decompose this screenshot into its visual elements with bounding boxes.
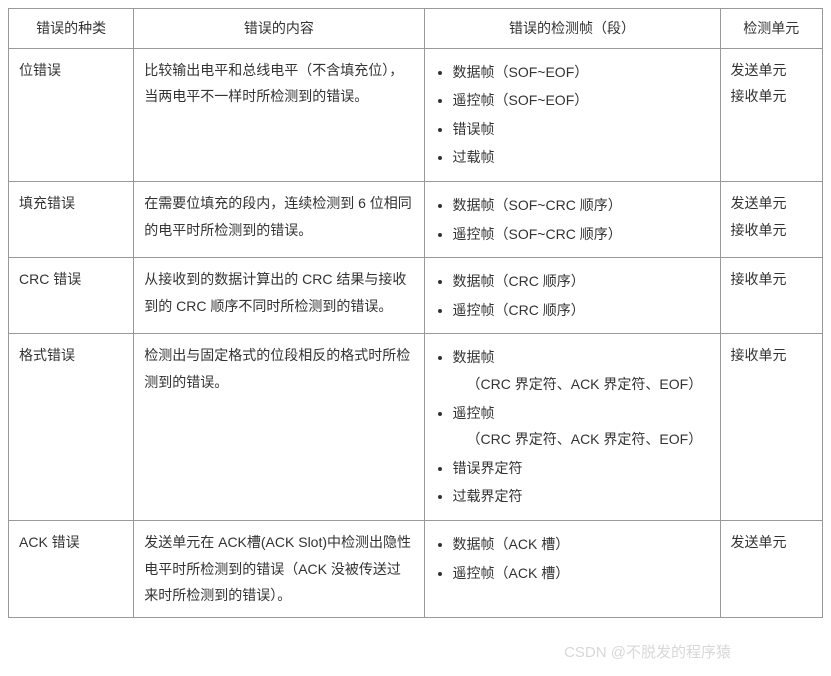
frame-item: 数据帧（SOF~EOF）: [453, 59, 710, 86]
frame-item: 遥控帧（CRC 顺序）: [453, 297, 710, 324]
table-row: CRC 错误从接收到的数据计算出的 CRC 结果与接收到的 CRC 顺序不同时所…: [9, 258, 823, 334]
header-content: 错误的内容: [134, 9, 424, 49]
frame-item: 遥控帧（CRC 界定符、ACK 界定符、EOF）: [453, 400, 710, 453]
frame-item: 数据帧（CRC 界定符、ACK 界定符、EOF）: [453, 344, 710, 397]
table-row: 位错误比较输出电平和总线电平（不含填充位），当两电平不一样时所检测到的错误。数据…: [9, 48, 823, 181]
unit-item: 发送单元: [731, 190, 812, 217]
unit-item: 接收单元: [731, 83, 812, 110]
unit-item: 发送单元: [731, 529, 812, 556]
table-row: 填充错误在需要位填充的段内，连续检测到 6 位相同的电平时所检测到的错误。数据帧…: [9, 181, 823, 257]
frame-item: 错误帧: [453, 116, 710, 143]
header-frame: 错误的检测帧（段）: [424, 9, 720, 49]
cell-frames: 数据帧（ACK 槽）遥控帧（ACK 槽）: [424, 520, 720, 617]
cell-units: 接收单元: [720, 258, 822, 334]
cell-type: CRC 错误: [9, 258, 134, 334]
frame-detail: （CRC 界定符、ACK 界定符、EOF）: [467, 426, 710, 453]
cell-content: 发送单元在 ACK槽(ACK Slot)中检测出隐性电平时所检测到的错误（ACK…: [134, 520, 424, 617]
frame-item: 数据帧（CRC 顺序）: [453, 268, 710, 295]
table-row: ACK 错误发送单元在 ACK槽(ACK Slot)中检测出隐性电平时所检测到的…: [9, 520, 823, 617]
frame-item: 数据帧（SOF~CRC 顺序）: [453, 192, 710, 219]
cell-type: 格式错误: [9, 334, 134, 521]
cell-units: 接收单元: [720, 334, 822, 521]
cell-content: 在需要位填充的段内，连续检测到 6 位相同的电平时所检测到的错误。: [134, 181, 424, 257]
cell-units: 发送单元接收单元: [720, 181, 822, 257]
header-row: 错误的种类 错误的内容 错误的检测帧（段） 检测单元: [9, 9, 823, 49]
cell-content: 检测出与固定格式的位段相反的格式时所检测到的错误。: [134, 334, 424, 521]
cell-type: ACK 错误: [9, 520, 134, 617]
frame-item: 过载帧: [453, 144, 710, 171]
cell-units: 发送单元: [720, 520, 822, 617]
cell-frames: 数据帧（CRC 界定符、ACK 界定符、EOF）遥控帧（CRC 界定符、ACK …: [424, 334, 720, 521]
cell-units: 发送单元接收单元: [720, 48, 822, 181]
cell-frames: 数据帧（CRC 顺序）遥控帧（CRC 顺序）: [424, 258, 720, 334]
error-table: 错误的种类 错误的内容 错误的检测帧（段） 检测单元 位错误比较输出电平和总线电…: [8, 8, 823, 618]
watermark: CSDN @不脱发的程序猿: [564, 641, 731, 662]
cell-content: 从接收到的数据计算出的 CRC 结果与接收到的 CRC 顺序不同时所检测到的错误…: [134, 258, 424, 334]
frame-item: 遥控帧（ACK 槽）: [453, 560, 710, 587]
unit-item: 接收单元: [731, 217, 812, 244]
header-unit: 检测单元: [720, 9, 822, 49]
unit-item: 发送单元: [731, 57, 812, 84]
frame-detail: （CRC 界定符、ACK 界定符、EOF）: [467, 371, 710, 398]
cell-frames: 数据帧（SOF~EOF）遥控帧（SOF~EOF）错误帧过载帧: [424, 48, 720, 181]
cell-frames: 数据帧（SOF~CRC 顺序）遥控帧（SOF~CRC 顺序）: [424, 181, 720, 257]
cell-content: 比较输出电平和总线电平（不含填充位），当两电平不一样时所检测到的错误。: [134, 48, 424, 181]
frame-item: 遥控帧（SOF~EOF）: [453, 87, 710, 114]
table-row: 格式错误检测出与固定格式的位段相反的格式时所检测到的错误。数据帧（CRC 界定符…: [9, 334, 823, 521]
frame-item: 过载界定符: [453, 483, 710, 510]
cell-type: 位错误: [9, 48, 134, 181]
frame-item: 遥控帧（SOF~CRC 顺序）: [453, 221, 710, 248]
cell-type: 填充错误: [9, 181, 134, 257]
header-type: 错误的种类: [9, 9, 134, 49]
unit-item: 接收单元: [731, 266, 812, 293]
frame-item: 数据帧（ACK 槽）: [453, 531, 710, 558]
unit-item: 接收单元: [731, 342, 812, 369]
frame-item: 错误界定符: [453, 455, 710, 482]
